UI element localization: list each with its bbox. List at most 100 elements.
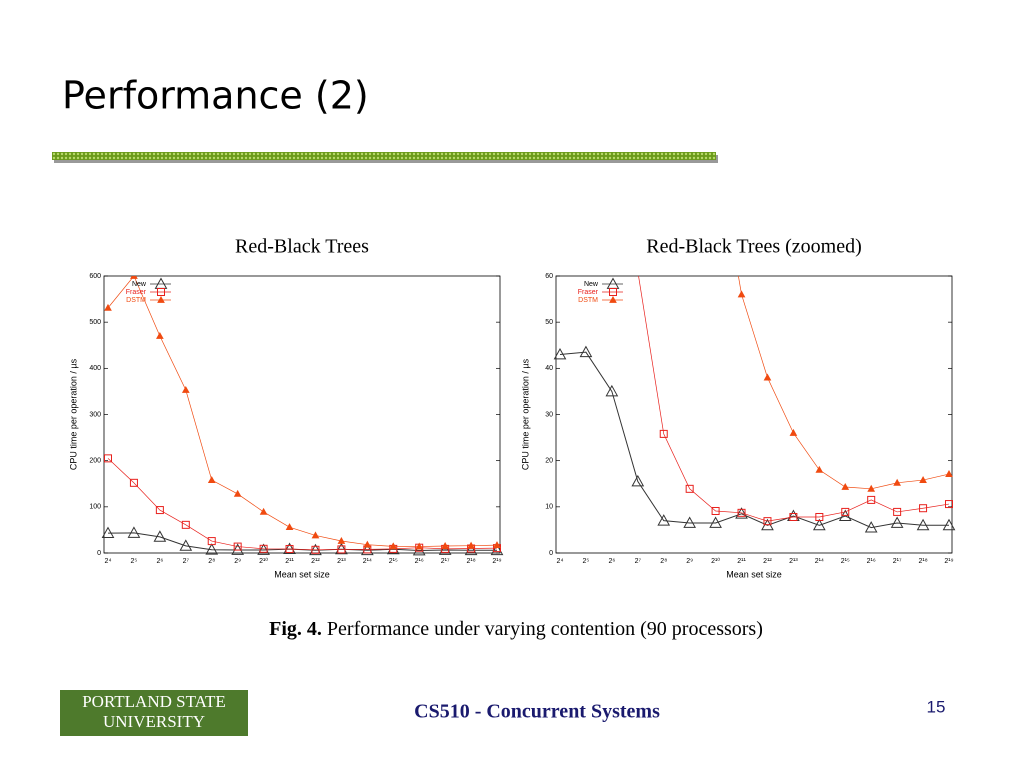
marker	[154, 277, 168, 289]
marker	[464, 543, 478, 556]
marker	[553, 347, 567, 360]
y-tick-label: 0	[549, 550, 553, 557]
y-tick-label: 300	[89, 411, 101, 418]
plot-frame	[555, 275, 953, 554]
x-tick-label: 2¹²	[763, 558, 772, 565]
x-tick-label: 2¹¹	[737, 558, 746, 565]
marker	[285, 544, 294, 553]
marker	[942, 518, 956, 531]
slide-title: Performance (2)	[62, 74, 369, 118]
x-tick-label: 2⁵	[131, 558, 138, 565]
x-tick-label: 2¹⁴	[815, 558, 824, 565]
x-tick-label: 2⁶	[608, 558, 615, 565]
x-tick-label: 2¹³	[337, 558, 346, 565]
marker	[815, 512, 824, 521]
y-axis-label: CPU time per operation / µs	[520, 358, 530, 470]
marker	[129, 478, 138, 487]
x-tick-label: 2¹⁶	[415, 558, 424, 565]
series-line	[638, 276, 950, 522]
series-line	[107, 458, 498, 551]
marker	[735, 507, 748, 519]
marker	[412, 543, 426, 556]
marker	[919, 476, 927, 483]
marker	[890, 516, 904, 528]
marker	[737, 508, 746, 517]
marker	[864, 521, 878, 533]
y-tick-label: 500	[89, 319, 101, 326]
marker	[104, 454, 112, 463]
logo-line: PORTLAND STATE	[82, 692, 226, 711]
marker	[605, 384, 619, 397]
marker	[916, 518, 930, 531]
y-tick-label: 200	[89, 458, 101, 465]
marker	[789, 428, 798, 436]
marker	[337, 545, 346, 554]
plot-area	[101, 276, 504, 556]
marker	[893, 507, 902, 516]
marker	[283, 542, 296, 554]
marker	[867, 495, 876, 504]
plot-frame	[103, 275, 501, 554]
marker	[631, 474, 645, 487]
marker	[101, 526, 115, 539]
marker	[579, 345, 593, 358]
page-number: 15	[927, 697, 946, 716]
marker	[606, 277, 620, 289]
y-tick-label: 40	[545, 365, 553, 372]
plot-area	[553, 120, 956, 533]
chart-title: Red-Black Trees (zoomed)	[646, 236, 862, 258]
caption-label: Fig. 4.	[269, 618, 322, 640]
marker	[205, 543, 219, 555]
marker	[945, 500, 953, 509]
legend-label: New	[584, 281, 599, 288]
marker	[683, 516, 697, 528]
marker	[867, 484, 876, 492]
series-line	[107, 276, 498, 547]
marker	[179, 539, 193, 551]
y-tick-label: 600	[89, 273, 101, 280]
marker	[685, 484, 694, 493]
x-tick-label: 2⁸	[660, 558, 667, 565]
x-tick-label: 2¹⁸	[918, 558, 927, 565]
marker	[156, 331, 164, 339]
marker	[789, 512, 798, 521]
x-tick-label: 2¹⁵	[841, 558, 850, 565]
marker	[259, 544, 268, 553]
legend-label: DSTM	[126, 297, 146, 304]
marker	[104, 303, 112, 311]
marker	[335, 542, 348, 555]
x-tick-label: 2⁹	[686, 558, 693, 565]
marker	[233, 489, 242, 497]
marker	[812, 518, 826, 531]
marker	[157, 295, 165, 303]
y-tick-label: 0	[97, 550, 101, 557]
x-tick-label: 2¹⁵	[389, 558, 398, 565]
marker	[231, 543, 245, 555]
divider	[52, 152, 716, 160]
marker	[467, 541, 475, 549]
marker	[709, 516, 722, 528]
legend-label: DSTM	[578, 297, 598, 304]
marker	[763, 373, 772, 381]
x-tick-label: 2⁴	[557, 558, 564, 565]
caption-text: Performance under varying contention (90…	[327, 618, 763, 640]
marker	[155, 506, 164, 515]
marker	[634, 268, 641, 275]
marker	[233, 542, 242, 551]
marker	[919, 504, 928, 513]
marker	[207, 537, 216, 546]
marker	[285, 523, 294, 531]
y-axis-label: CPU time per operation / µs	[68, 358, 78, 470]
marker	[181, 520, 190, 529]
marker	[311, 545, 320, 554]
x-tick-label: 2¹⁰	[711, 557, 720, 565]
x-tick-label: 2¹⁸	[466, 558, 475, 565]
x-tick-label: 2¹⁶	[867, 558, 876, 565]
marker	[841, 507, 850, 516]
legend-label: Fraser	[578, 289, 599, 296]
marker	[608, 120, 615, 127]
x-tick-label: 2⁹	[234, 558, 241, 565]
x-tick-label: 2¹⁰	[259, 557, 268, 565]
